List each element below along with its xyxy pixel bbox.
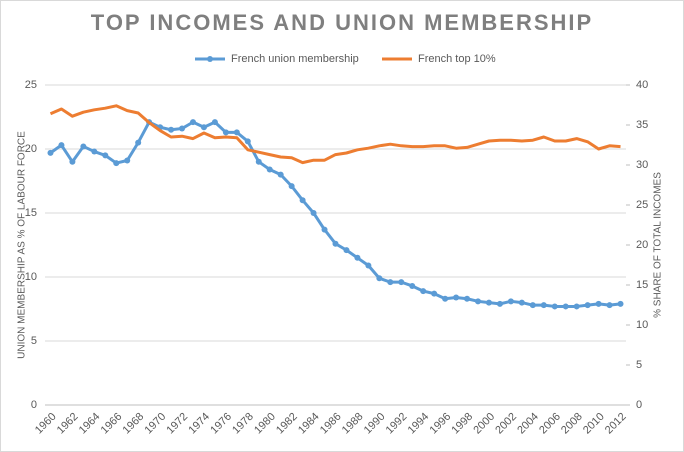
- marker: [398, 279, 405, 286]
- marker: [529, 302, 536, 309]
- marker: [288, 183, 295, 190]
- marker: [343, 247, 350, 254]
- y-tick-label: 10: [25, 271, 37, 283]
- marker: [354, 254, 361, 261]
- marker: [453, 294, 460, 301]
- marker: [442, 295, 449, 302]
- marker: [409, 282, 416, 289]
- marker: [464, 295, 471, 302]
- marker: [266, 166, 273, 173]
- marker: [135, 139, 142, 146]
- y2-tick-label: 10: [636, 319, 648, 331]
- y2-tick-label: 35: [636, 119, 648, 131]
- marker: [321, 226, 328, 233]
- marker: [387, 279, 394, 286]
- marker: [233, 129, 240, 136]
- marker: [420, 288, 427, 295]
- y2-tick-label: 15: [636, 279, 648, 291]
- marker: [376, 275, 383, 282]
- marker: [485, 299, 492, 306]
- marker: [58, 142, 65, 149]
- marker: [475, 298, 482, 305]
- marker: [80, 143, 87, 150]
- marker: [551, 303, 558, 310]
- y-tick-label: 5: [31, 335, 37, 347]
- marker: [102, 152, 109, 159]
- marker: [47, 149, 54, 156]
- y2-axis-title: % SHARE OF TOTAL INCOMES: [653, 172, 664, 318]
- y-tick-label: 25: [25, 79, 37, 91]
- legend-label: French top 10%: [418, 53, 496, 65]
- marker: [69, 158, 76, 165]
- marker: [518, 299, 525, 306]
- y2-tick-label: 25: [636, 199, 648, 211]
- y-axis-title: UNION MEMBERSHIP AS % OF LABOUR FORCE: [17, 131, 28, 359]
- marker: [617, 300, 624, 307]
- marker: [507, 298, 514, 305]
- marker: [573, 303, 580, 310]
- marker: [540, 302, 547, 309]
- marker: [431, 290, 438, 297]
- chart-title: TOP INCOMES AND UNION MEMBERSHIP: [91, 10, 593, 35]
- marker: [222, 129, 229, 136]
- legend-label: French union membership: [231, 53, 359, 65]
- marker: [179, 125, 186, 132]
- marker: [595, 300, 602, 307]
- marker: [299, 197, 306, 204]
- marker: [189, 119, 196, 126]
- marker: [310, 210, 317, 216]
- marker: [365, 262, 372, 269]
- legend-marker: [207, 56, 213, 62]
- y2-tick-label: 40: [636, 79, 648, 91]
- y-tick-label: 15: [25, 207, 37, 219]
- marker: [277, 171, 284, 178]
- marker: [496, 300, 503, 307]
- marker: [244, 138, 251, 145]
- marker: [113, 160, 120, 167]
- y2-tick-label: 30: [636, 159, 648, 171]
- marker: [168, 126, 175, 133]
- marker: [211, 119, 218, 126]
- marker: [200, 124, 207, 131]
- y2-tick-label: 20: [636, 239, 648, 251]
- y2-tick-label: 5: [636, 359, 642, 371]
- series-line: [49, 104, 621, 165]
- marker: [124, 157, 131, 164]
- marker: [255, 158, 262, 165]
- marker: [562, 303, 569, 310]
- marker: [606, 302, 613, 309]
- marker: [91, 148, 98, 155]
- y-tick-label: 20: [25, 143, 37, 155]
- marker: [332, 240, 339, 247]
- marker: [584, 302, 591, 309]
- y2-tick-label: 0: [636, 399, 642, 411]
- y-tick-label: 0: [31, 399, 37, 411]
